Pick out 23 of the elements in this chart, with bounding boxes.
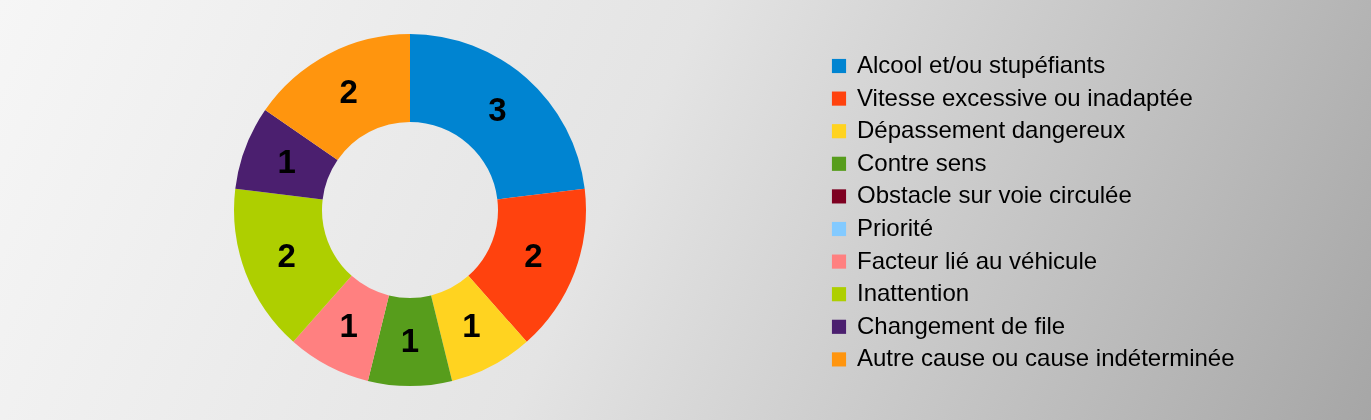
data-label: 1 <box>462 306 481 344</box>
legend-label: Changement de file <box>857 311 1066 339</box>
donut-slice <box>293 275 389 381</box>
legend-label: Alcool et/ou stupéfiants <box>857 51 1106 78</box>
donut-slice <box>235 110 338 200</box>
legend-label: Contre sens <box>857 148 987 176</box>
legend-label: Inattention <box>857 279 970 307</box>
legend-label: Autre cause ou cause indéterminée <box>857 344 1235 372</box>
legend-label: Vitesse excessive ou inadaptée <box>857 83 1193 111</box>
data-label: 1 <box>339 306 358 344</box>
donut-slice <box>410 34 585 200</box>
legend-label: Priorité <box>857 214 934 241</box>
data-label: 2 <box>277 236 296 274</box>
data-label: 2 <box>339 73 358 111</box>
data-label: 3 <box>488 91 507 129</box>
data-label: 1 <box>400 322 420 359</box>
legend-label: Obstacle sur voie circulée <box>857 181 1132 209</box>
data-label: 1 <box>277 143 296 181</box>
donut-slice <box>367 295 453 386</box>
data-label: 2 <box>524 236 543 274</box>
donut-slice <box>431 275 527 381</box>
legend-label: Facteur lié au véhicule <box>857 246 1098 274</box>
legend-label: Dépassement dangereux <box>857 116 1126 144</box>
